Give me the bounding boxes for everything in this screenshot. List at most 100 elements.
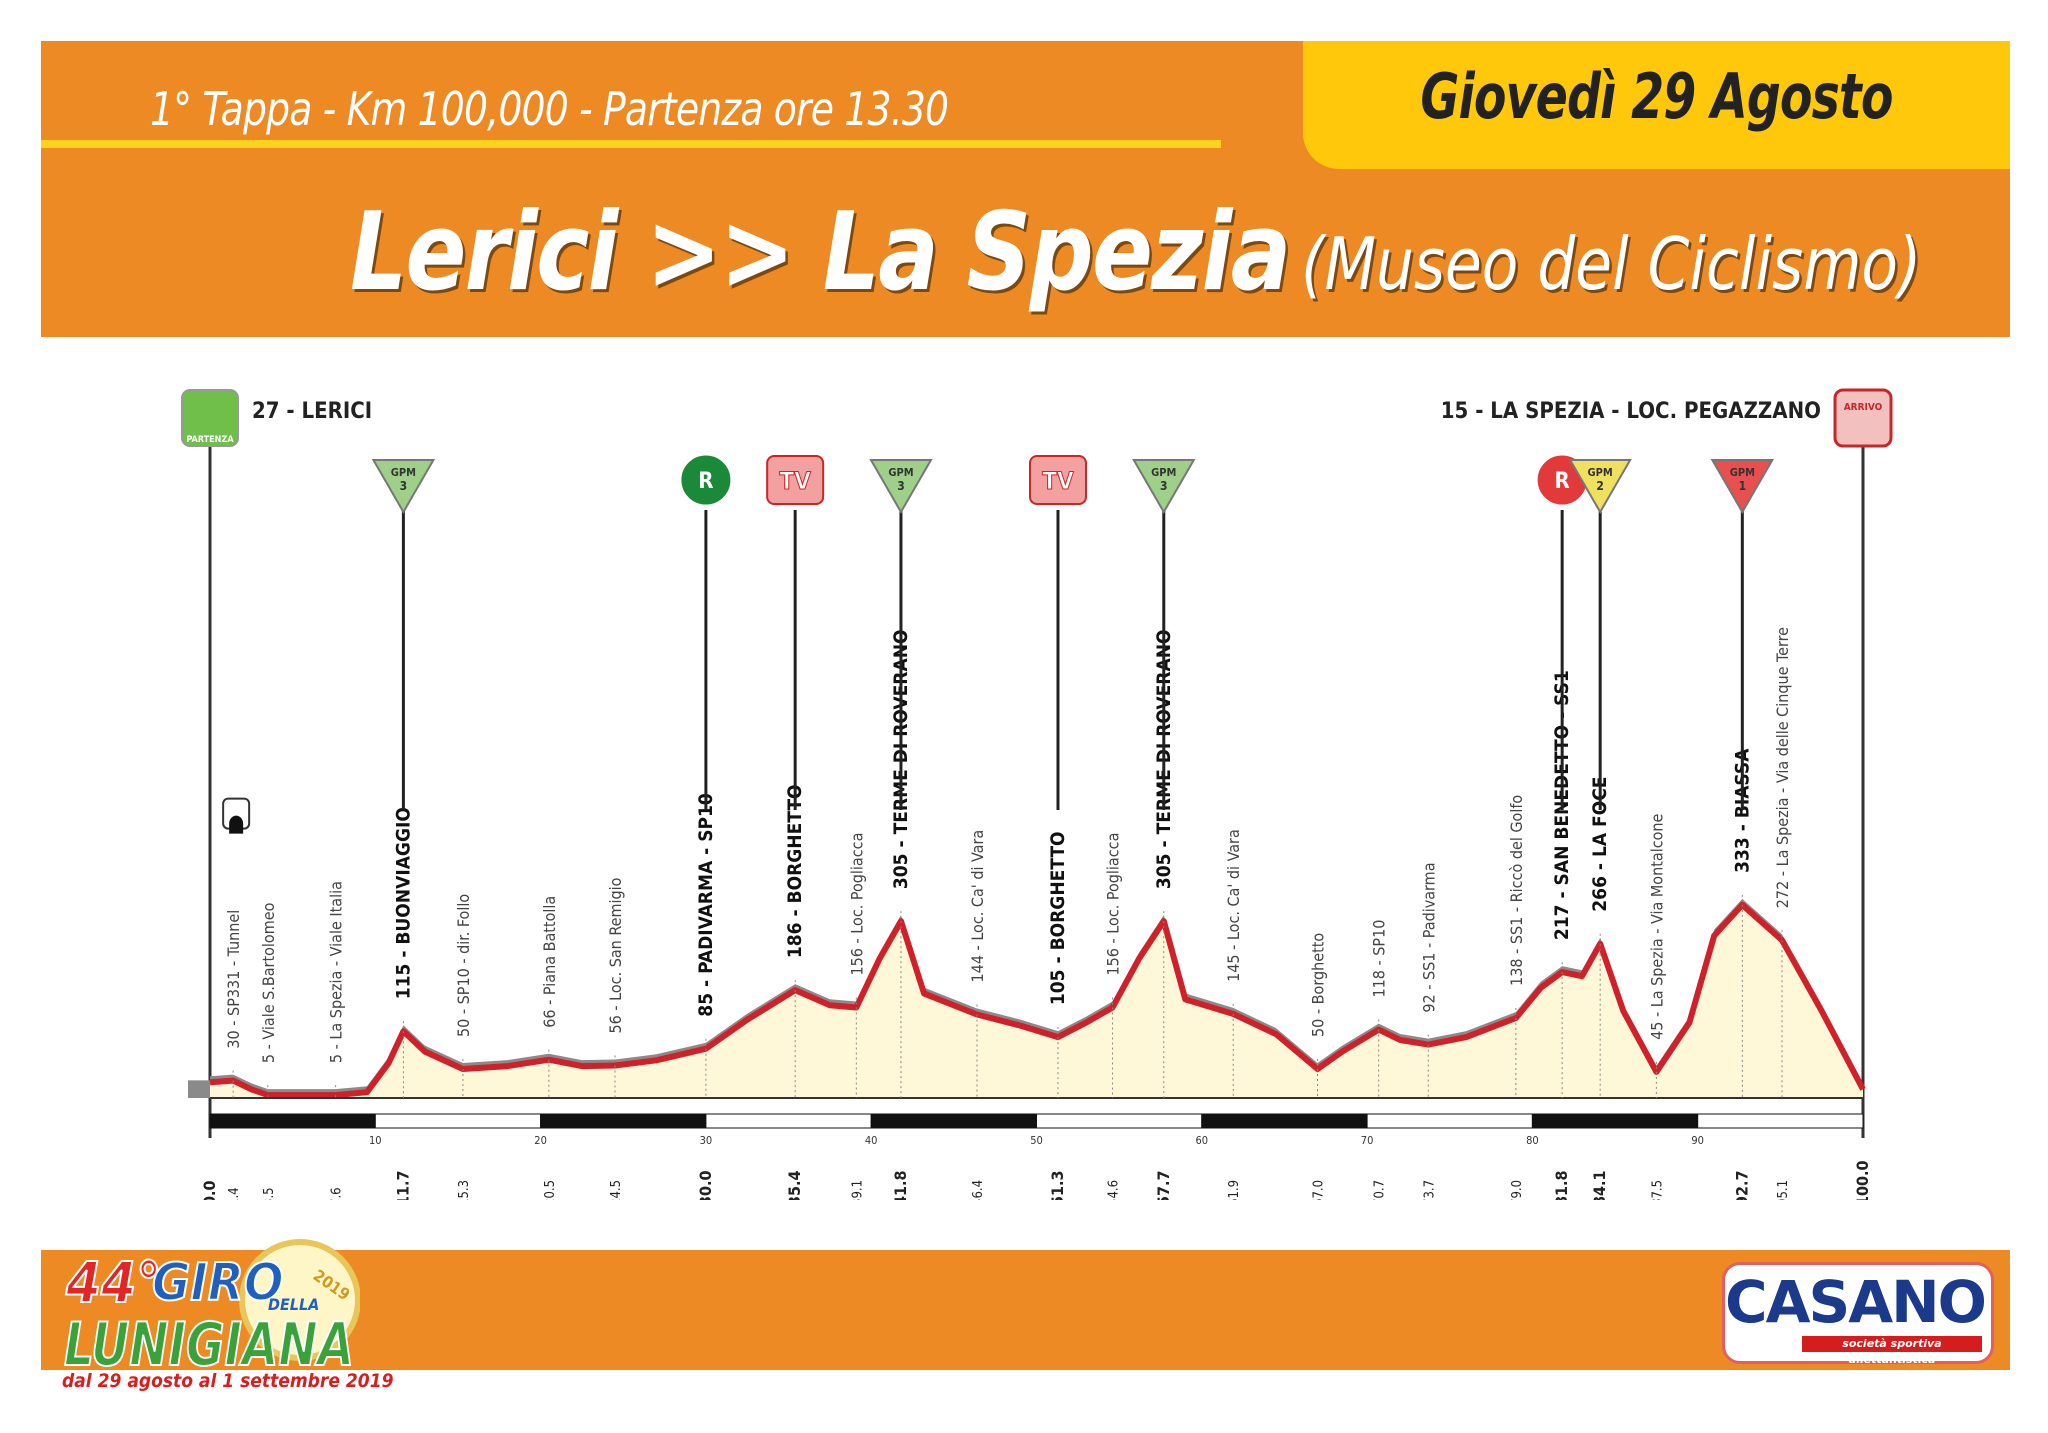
gpm-category: 3 <box>1160 479 1168 493</box>
sponsor-name: CASANO <box>1725 1268 1987 1336</box>
gpm-text: GPM <box>888 466 913 479</box>
km-tick-label: 60 <box>1196 1134 1209 1147</box>
point-label: 118 - SP10 <box>1370 920 1389 998</box>
km-point-label: 81.8 <box>1552 1170 1571 1200</box>
giro-della: DELLA <box>268 1295 319 1314</box>
km-point-label: 15.3 <box>457 1180 472 1200</box>
giro-number: 44° <box>65 1251 161 1316</box>
km-point-label: 84.1 <box>1590 1170 1609 1200</box>
km-tick-label: 90 <box>1691 1134 1704 1147</box>
km-tick-label: 20 <box>534 1134 547 1147</box>
km-bar-segment <box>1201 1113 1368 1129</box>
sprint-icon <box>678 452 734 508</box>
gpm-triangle-icon <box>1710 459 1775 515</box>
altimetry-chart: PARTENZA 27 - LERICI ARRIVO 15 - LA SPEZIA … <box>181 380 1893 1200</box>
point-label: 266 - LA FOCE <box>1589 777 1611 912</box>
point-label: 50 - SP10 - dir. Follo <box>454 894 473 1037</box>
subtitle-underline <box>41 140 1221 148</box>
point-label: 138 - SS1 - Riccò del Golfo <box>1507 795 1526 986</box>
km-tick-label: 10 <box>369 1134 382 1147</box>
km-point-label: 39.1 <box>850 1180 865 1200</box>
tv-icon <box>766 455 825 505</box>
km-point-label: 92.7 <box>1732 1170 1751 1200</box>
wheel-icon <box>239 1239 360 1361</box>
point-label: 30 - SP331 - Tunnel <box>224 910 243 1049</box>
km-point-label: 41.8 <box>891 1170 910 1200</box>
point-label: 5 - Viale S.Bartolomeo <box>259 902 278 1063</box>
gpm-text: GPM <box>391 466 416 479</box>
point-label: 144 - Loc. Ca' di Vara <box>968 830 987 983</box>
gpm-category: 2 <box>1596 479 1604 493</box>
km-bar-segment <box>705 1113 872 1129</box>
km-point-label: 24.5 <box>609 1180 624 1200</box>
km-point-label: 1.4 <box>227 1187 242 1200</box>
km-tick-label: 50 <box>1030 1134 1043 1147</box>
km-point-label: 100.0 <box>1853 1160 1872 1200</box>
km-bar-segment <box>1036 1113 1203 1129</box>
gpm-triangle-icon <box>371 459 436 515</box>
giro-word: GIRO <box>152 1253 284 1313</box>
gpm-triangle-icon <box>1132 459 1196 515</box>
profile-area <box>210 904 1863 1098</box>
sponsor-sub: società sportiva dilettantistica <box>1802 1336 1982 1366</box>
km-point-label: 67.0 <box>1312 1180 1327 1200</box>
point-label: 92 - SS1 - Padivarma <box>1419 862 1438 1012</box>
km-point-label: 20.5 <box>543 1180 558 1200</box>
km-point-label: 61.9 <box>1227 1180 1242 1200</box>
sprint-text: R <box>1555 469 1570 494</box>
km-point-label: 87.5 <box>1650 1180 1665 1200</box>
stage-date: Giovedì 29 Agosto <box>1420 60 1893 133</box>
altitude-block <box>188 1080 210 1098</box>
km-point-label: 70.7 <box>1373 1180 1388 1200</box>
km-bar-segment <box>870 1113 1038 1129</box>
km-point-label: 73.7 <box>1422 1180 1437 1200</box>
stage-title: Lerici >> La Spezia (Museo del Ciclismo) <box>350 190 1921 315</box>
date-tab <box>1303 41 2010 169</box>
point-label: 85 - PADIVARMA - SP10 <box>695 793 717 1017</box>
point-label: 105 - BORGHETTO <box>1047 831 1069 1005</box>
stage-subtitle: 1° Tappa - Km 100,000 - Partenza ore 13.… <box>150 82 949 136</box>
km-bar-segment <box>1697 1113 1864 1129</box>
gpm-category: 3 <box>897 479 905 493</box>
point-label: 272 - La Spezia - Via delle Cinque Terre <box>1773 627 1792 908</box>
km-point-label: 54.6 <box>1107 1180 1122 1200</box>
km-bar-segment <box>540 1113 707 1129</box>
km-point-label: 7.6 <box>330 1187 345 1200</box>
giro-lunigiana-logo: 44° GIRO DELLA 2019 LUNIGIANA <box>63 1239 360 1381</box>
giro-dates: dal 29 agosto al 1 settembre 2019 <box>62 1370 394 1392</box>
gpm-category: 1 <box>1739 479 1747 493</box>
point-label: 50 - Borghetto <box>1309 933 1328 1037</box>
km-point-label: 30.0 <box>696 1170 715 1200</box>
footer-banner <box>41 1250 2010 1370</box>
point-label: 45 - La Spezia - Via Montalcone <box>1647 813 1666 1039</box>
start-label: 27 - LERICI <box>252 399 372 424</box>
km-point-label: 11.7 <box>393 1170 412 1200</box>
stage-title-main: Lerici >> La Spezia <box>350 190 1291 315</box>
finish-badge-text: ARRIVO <box>1844 402 1883 413</box>
finish-flag-icon <box>1833 388 1893 448</box>
km-bar-segment <box>1531 1113 1699 1129</box>
point-label: 333 - BIASSA <box>1731 748 1753 873</box>
km-bar-segment <box>1366 1113 1533 1129</box>
km-point-label: 79.0 <box>1510 1180 1525 1200</box>
tv-text: TV <box>779 467 811 495</box>
start-badge-text: PARTENZA <box>186 435 234 445</box>
point-label: 156 - Loc. Pogliacca <box>847 833 866 976</box>
stage-title-sub: (Museo del Ciclismo) <box>1301 222 1922 306</box>
km-tick-label: 40 <box>865 1134 878 1147</box>
gpm-text: GPM <box>1151 466 1176 479</box>
point-label: 186 - BORGHETTO <box>784 784 806 958</box>
km-tick-label: 30 <box>700 1134 713 1147</box>
point-label: 66 - Piana Battolla <box>540 896 559 1028</box>
km-tick-label: 80 <box>1526 1134 1539 1147</box>
km-point-label: 3.5 <box>262 1187 277 1200</box>
sprint-text: R <box>698 469 713 494</box>
tunnel-mouth-icon <box>229 815 244 834</box>
tv-text: TV <box>1042 467 1074 495</box>
km-point-label: 95.1 <box>1776 1180 1791 1200</box>
km-point-label: 35.4 <box>785 1170 804 1200</box>
km-tick-label: 70 <box>1361 1134 1374 1147</box>
point-label: 5 - La Spezia - Viale Italia <box>327 881 346 1063</box>
gpm-category: 3 <box>400 479 408 493</box>
km-point-label: 46.4 <box>971 1180 986 1200</box>
